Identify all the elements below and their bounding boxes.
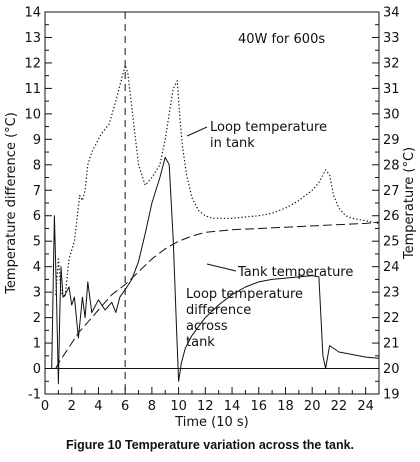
y-right-tick-label: 23 (383, 286, 400, 301)
tank-temp-leader-line (206, 263, 237, 272)
diff-label-line-1: Loop temperature (186, 287, 303, 302)
y-right-tick-label: 32 (383, 56, 400, 71)
y-left-tick-label: 9 (33, 133, 41, 148)
y-left-tick-label: 11 (24, 82, 41, 97)
x-tick-label: 24 (357, 399, 374, 414)
y-right-tick-label: 24 (383, 260, 400, 275)
diff-label-line-4: tank (186, 335, 215, 350)
x-tick-label: 2 (68, 399, 76, 414)
y-left-tick-label: 7 (33, 184, 41, 199)
y-right-tick-label: 21 (383, 337, 400, 352)
y-left-tick-label: 5 (33, 235, 41, 250)
y-left-tick-label: 6 (33, 209, 41, 224)
loop-temperature-difference-line (51, 156, 380, 385)
y-left-tick-label: 12 (24, 56, 41, 71)
y-right-tick-label: 29 (383, 133, 400, 148)
y-left-tick-label: -1 (28, 388, 41, 403)
tank-temp-label: Tank temperature (237, 265, 353, 280)
figure-caption: Figure 10 Temperature variation across t… (65, 438, 355, 452)
loop-temp-label-line-2: in tank (210, 136, 255, 151)
y-left-tick-label: 14 (24, 6, 41, 21)
y-left-tick-label: 8 (33, 158, 41, 173)
x-tick-label: 20 (304, 399, 321, 414)
y-right-tick-label: 22 (383, 311, 400, 326)
y-right-tick-label: 25 (383, 235, 400, 250)
y-left-tick-label: 3 (33, 286, 41, 301)
axis-ticks: 0 2 4 6 8 10 12 14 16 18 20 22 24-101234567891011121… (24, 6, 399, 415)
temperature-chart: 0 2 4 6 8 10 12 14 16 18 20 22 24-101234567891011121… (4, 6, 417, 431)
y-left-tick-label: 1 (33, 337, 41, 352)
x-tick-label: 8 (148, 399, 156, 414)
x-tick-label: 6 (121, 399, 129, 414)
x-tick-label: 10 (170, 399, 187, 414)
y-left-tick-label: 0 (33, 362, 41, 377)
y-right-tick-label: 20 (383, 362, 400, 377)
y-right-tick-label: 26 (383, 209, 400, 224)
x-tick-label: 12 (197, 399, 214, 414)
power-annotation: 40W for 600s (238, 32, 325, 47)
y-right-tick-label: 33 (383, 31, 400, 46)
y-left-tick-label: 2 (33, 311, 41, 326)
y-right-tick-label: 19 (383, 388, 400, 403)
loop-temp-label-line-1: Loop temperature (210, 120, 327, 135)
loop-temperature-in-tank-line (55, 64, 380, 298)
y-right-tick-label: 27 (383, 184, 400, 199)
x-tick-label: 18 (277, 399, 294, 414)
loop-temp-leader-line (186, 126, 208, 137)
x-tick-label: 14 (224, 399, 241, 414)
y-left-tick-label: 4 (33, 260, 41, 275)
x-tick-label: 22 (331, 399, 348, 414)
x-tick-label: 16 (250, 399, 267, 414)
diff-label-line-3: across (186, 319, 228, 334)
y-right-tick-label: 31 (383, 82, 400, 97)
y-axis-left-label: Temperature difference (°C) (4, 112, 19, 295)
x-tick-label: 0 (41, 399, 49, 414)
y-right-tick-label: 30 (383, 107, 400, 122)
y-axis-right-label: Temperature (°C) (402, 147, 417, 260)
diff-label-line-2: difference (186, 303, 251, 318)
y-left-tick-label: 13 (24, 31, 41, 46)
x-axis-label: Time (10 s) (174, 415, 249, 430)
y-right-tick-label: 28 (383, 158, 400, 173)
y-left-tick-label: 10 (24, 107, 41, 122)
x-tick-label: 4 (94, 399, 102, 414)
y-right-tick-label: 34 (383, 6, 400, 21)
series-group (51, 64, 380, 385)
